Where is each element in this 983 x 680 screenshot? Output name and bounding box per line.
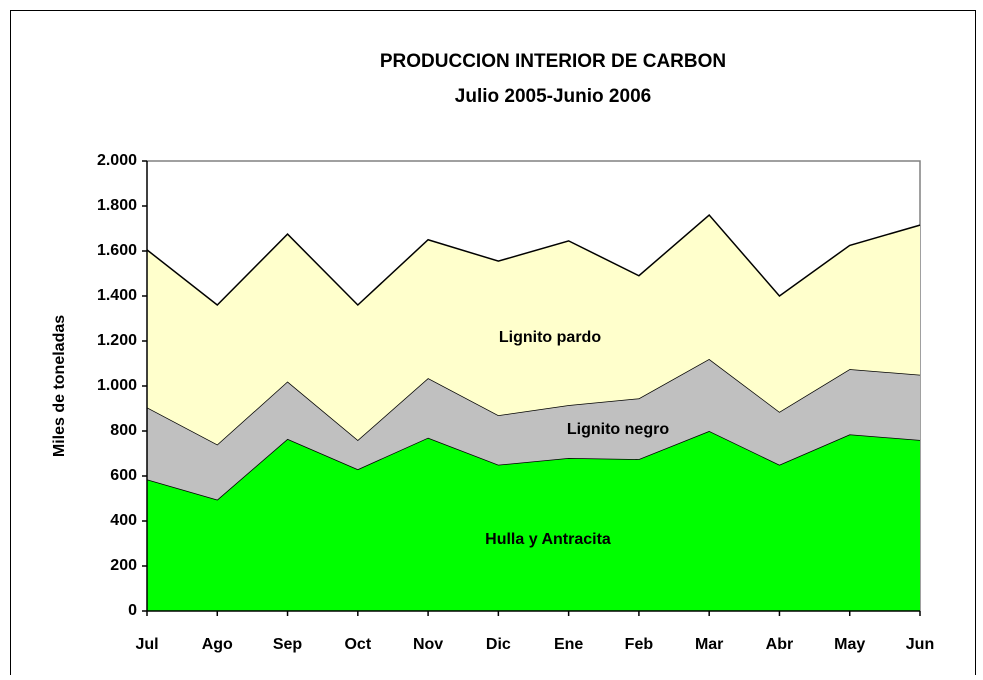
y-tick-label: 1.000 [97, 377, 137, 394]
y-tick-label: 0 [128, 602, 137, 619]
x-tick-label: Jul [135, 636, 158, 653]
x-tick-label: May [834, 636, 865, 653]
chart-subtitle: Julio 2005-Junio 2006 [455, 86, 651, 107]
y-axis-label: Miles de toneladas [51, 315, 68, 457]
series-label: Lignito pardo [499, 329, 601, 346]
x-tick-label: Abr [766, 636, 794, 653]
y-tick-label: 1.200 [97, 332, 137, 349]
area-line [146, 213, 921, 307]
x-tick-label: Nov [413, 636, 443, 653]
area [147, 431, 920, 611]
x-tick-label: Mar [695, 636, 723, 653]
y-tick-label: 600 [110, 467, 137, 484]
x-tick-label: Ago [202, 636, 233, 653]
area [147, 215, 920, 445]
y-tick-label: 2.000 [97, 152, 137, 169]
y-tick-label: 1.400 [97, 287, 137, 304]
chart-title: PRODUCCION INTERIOR DE CARBON [380, 51, 726, 72]
series-label: Lignito negro [567, 421, 669, 438]
x-tick-label: Oct [344, 636, 371, 653]
y-tick-label: 800 [110, 422, 137, 439]
x-tick-label: Ene [554, 636, 583, 653]
x-tick-label: Jun [906, 636, 934, 653]
y-tick-label: 1.600 [97, 242, 137, 259]
x-tick-label: Dic [486, 636, 511, 653]
series-label: Hulla y Antracita [485, 531, 611, 548]
y-tick-label: 1.800 [97, 197, 137, 214]
x-tick-label: Feb [625, 636, 654, 653]
y-tick-label: 200 [110, 557, 137, 574]
area [147, 359, 920, 500]
x-tick-label: Sep [273, 636, 303, 653]
y-tick-label: 400 [110, 512, 137, 529]
